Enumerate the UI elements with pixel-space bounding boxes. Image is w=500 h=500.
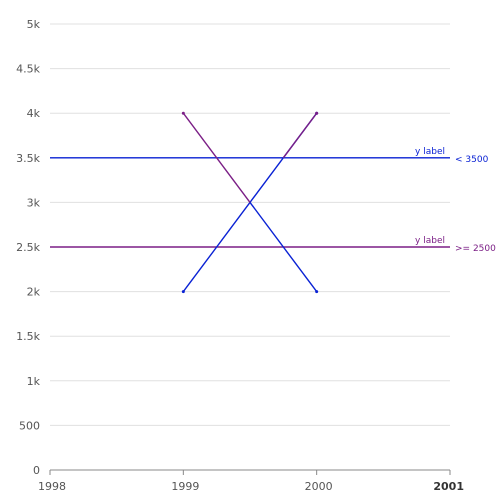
y-tick-label: 1.5k: [16, 330, 40, 343]
x-tick-label: 2001: [433, 480, 464, 493]
y-tick-label: 0: [33, 464, 40, 477]
series-line: [283, 113, 316, 158]
x-tick-label: 1998: [38, 480, 66, 493]
grid-lines: [50, 24, 450, 425]
y-tick-label: 3k: [27, 196, 41, 209]
reference-line-label: y label: [415, 236, 445, 246]
data-point: [315, 290, 318, 293]
y-tick-label: 5k: [27, 18, 41, 31]
reference-line-label: y label: [415, 147, 445, 157]
y-tick-label: 3.5k: [16, 152, 40, 165]
data-point: [182, 290, 185, 293]
x-tick-label: 2000: [305, 480, 333, 493]
reference-line-condition: < 3500: [455, 155, 489, 165]
reference-line-condition: >= 2500: [455, 244, 496, 254]
y-tick-label: 2k: [27, 286, 41, 299]
x-tick-label: 1999: [171, 480, 199, 493]
reference-lines: y label < 3500 y label >= 2500: [50, 147, 496, 254]
y-tick-label: 4k: [27, 107, 41, 120]
y-tick-label: 2.5k: [16, 241, 40, 254]
x-axis-ticks: 1998 1999 2000 2001: [38, 470, 464, 493]
y-axis-ticks: 0 500 1k 1.5k 2k 2.5k 3k 3.5k 4k 4.5k 5k: [16, 18, 40, 477]
y-tick-label: 1k: [27, 375, 41, 388]
data-point: [182, 112, 185, 115]
data-point: [315, 112, 318, 115]
y-tick-label: 4.5k: [16, 63, 40, 76]
y-tick-label: 500: [19, 419, 40, 432]
